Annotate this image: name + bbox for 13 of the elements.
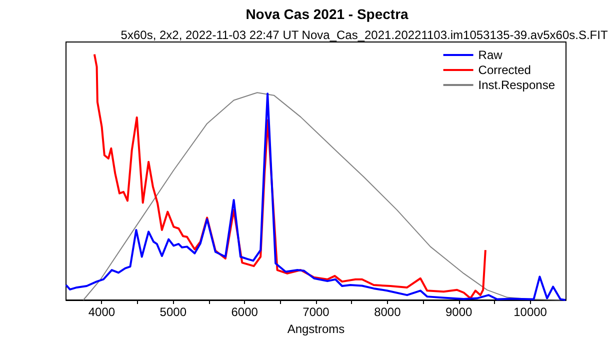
x-tick-label: 5000	[160, 305, 187, 319]
chart-title: Nova Cas 2021 - Spectra	[246, 6, 409, 22]
legend-label: Corrected	[478, 63, 531, 77]
x-tick-label: 10000	[514, 305, 548, 319]
legend-label: Raw	[478, 48, 503, 62]
x-axis-title: Angstroms	[287, 322, 345, 336]
legend-label: Inst.Response	[478, 78, 556, 92]
x-tick-label: 6000	[231, 305, 258, 319]
x-tick-label: 7000	[302, 305, 330, 319]
chart-subtitle: 5x60s, 2x2, 2022-11-03 22:47 UT Nova_Cas_2021.20221103.im1053135-39.av5x60s.S.FIT	[120, 28, 608, 42]
x-tick-label: 4000	[88, 305, 116, 319]
x-tick-label: 8000	[374, 305, 402, 319]
x-tick-label: 9000	[446, 305, 473, 319]
